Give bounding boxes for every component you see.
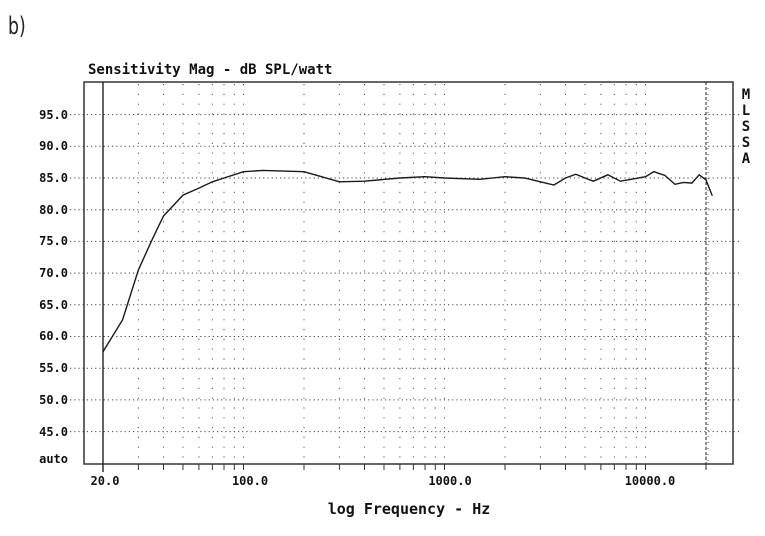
- x-tick-label: 1000.0: [428, 474, 472, 488]
- side-legend-letter: L: [741, 103, 751, 119]
- x-tick-label: 20.0: [90, 474, 120, 488]
- axis-ticks: [102, 82, 709, 472]
- side-legend-letter: S: [741, 135, 751, 151]
- y-tick-label: 90.0: [39, 139, 68, 153]
- y-tick-label: 55.0: [39, 361, 68, 375]
- side-legend-letter: M: [741, 87, 751, 103]
- chart-title: Sensitivity Mag - dB SPL/watt: [88, 62, 333, 78]
- y-tick-label: 95.0: [39, 108, 68, 122]
- y-tick-label-auto: auto: [39, 452, 68, 466]
- x-tick-label: 10000.0: [624, 474, 676, 488]
- side-legend-letter: A: [741, 151, 751, 167]
- y-tick-label: 80.0: [39, 203, 68, 217]
- panel-label: b): [8, 12, 26, 40]
- side-legend: M L S S A: [739, 87, 753, 167]
- y-tick-label: 65.0: [39, 298, 68, 312]
- side-legend-letter: S: [741, 119, 751, 135]
- y-tick-label: 50.0: [39, 393, 68, 407]
- y-tick-label: 85.0: [39, 171, 68, 185]
- x-axis-title: log Frequency - Hz: [327, 500, 491, 518]
- y-tick-label: 75.0: [39, 234, 68, 248]
- y-tick-label: 70.0: [39, 266, 68, 280]
- sensitivity-curve: [102, 169, 713, 353]
- y-tick-label: 45.0: [39, 425, 68, 439]
- x-tick-label: 100.0: [231, 474, 269, 488]
- grid-lines: [70, 84, 739, 464]
- plot-frame: [83, 81, 734, 465]
- y-tick-label: 60.0: [39, 329, 68, 343]
